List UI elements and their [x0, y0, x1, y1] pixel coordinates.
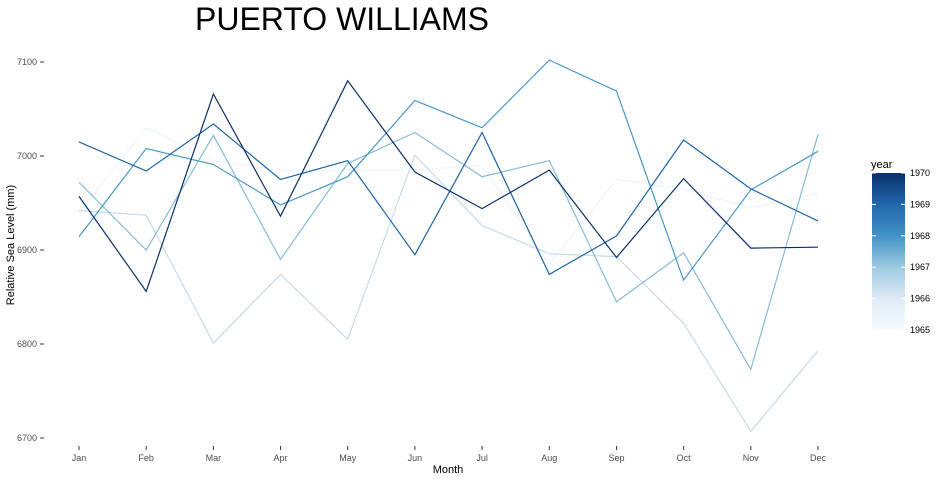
y-axis-title: Relative Sea Level (mm): [5, 185, 17, 305]
series-line-1969: [78, 123, 819, 276]
x-tick-label: Dec: [810, 453, 827, 463]
x-tick-label: Jul: [476, 453, 488, 463]
legend-label: 1969: [910, 199, 930, 209]
y-tick-label: 6800: [17, 339, 37, 349]
x-tick-label: Jun: [408, 453, 423, 463]
y-tick-label: 7000: [17, 151, 37, 161]
x-tick-label: Apr: [274, 453, 288, 463]
x-tick-label: Aug: [541, 453, 557, 463]
x-tick-label: Sep: [608, 453, 624, 463]
y-axis: 6700 6800 6900 7000 7100: [17, 57, 44, 443]
x-tick-label: Nov: [743, 453, 760, 463]
x-axis: Jan Feb Mar Apr May Jun Jul Aug Sep Oct Nov Dec: [72, 446, 827, 463]
y-tick-label: 6900: [17, 245, 37, 255]
x-axis-title: Month: [433, 464, 464, 476]
y-tick-label: 6700: [17, 433, 37, 443]
x-tick-label: Mar: [206, 453, 222, 463]
x-tick-label: May: [339, 453, 357, 463]
x-tick-label: Oct: [677, 453, 692, 463]
x-tick-label: Jan: [72, 453, 87, 463]
legend-colorbar: [872, 173, 905, 330]
legend-label: 1967: [910, 262, 930, 272]
series-line-1967: [78, 131, 819, 371]
legend-label: 1966: [910, 294, 930, 304]
legend-label: 1970: [910, 168, 930, 178]
legend-label: 1968: [910, 231, 930, 241]
chart-title: PUERTO WILLIAMS: [195, 1, 489, 37]
x-tick-label: Feb: [138, 453, 154, 463]
legend-label: 1965: [910, 325, 930, 335]
legend: year 1970 1969 1968 1967 1966 1965: [871, 159, 930, 335]
legend-title: year: [871, 159, 893, 171]
series-layer: [78, 59, 819, 433]
series-line-1965: [78, 127, 819, 266]
series-line-1970: [78, 79, 819, 293]
series-line-1968: [78, 59, 819, 282]
y-tick-label: 7100: [17, 57, 37, 67]
